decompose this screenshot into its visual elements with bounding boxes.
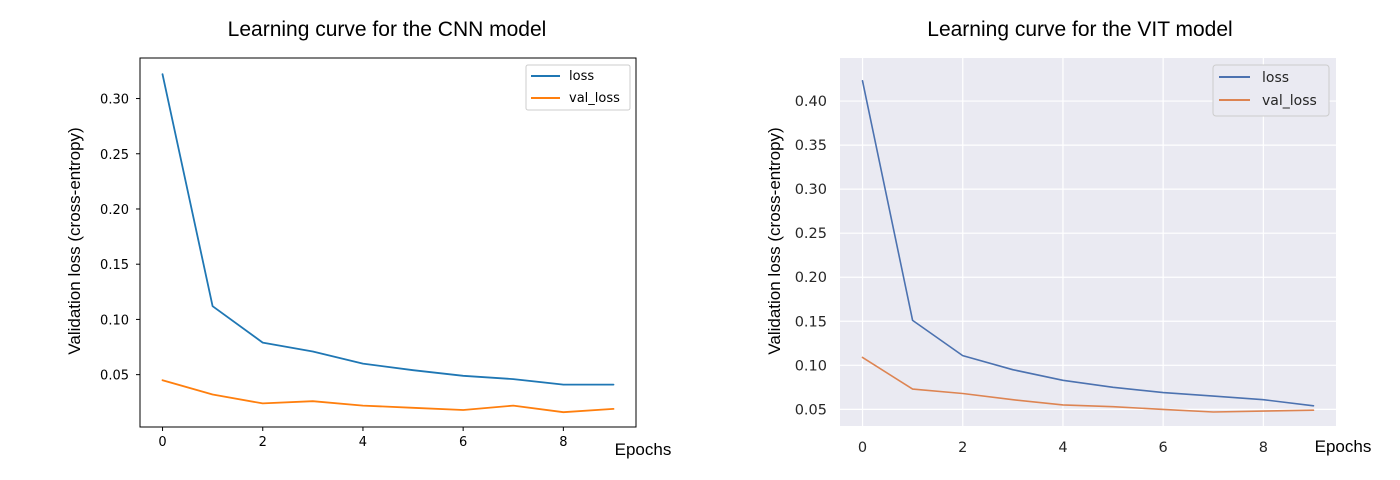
x-tick-label: 8 [559,435,567,450]
vit-chart: Learning curve for the VIT model Validat… [765,18,1371,456]
plot-background [840,58,1336,426]
x-tick-label: 6 [459,435,467,450]
x-ticks: 0 2 4 6 8 [158,427,567,450]
legend-label-val-loss: val_loss [569,91,620,106]
x-tick-label: 4 [1058,440,1067,456]
y-tick-label: 0.05 [795,402,827,418]
x-tick-label: 2 [259,435,267,450]
series-line-loss [161,73,615,386]
legend-label-loss: loss [569,69,594,84]
y-tick-label: 0.10 [100,313,129,328]
y-axis-label: Validation loss (cross-entropy) [65,127,84,354]
y-tick-label: 0.35 [795,138,827,154]
series-line-val-loss [861,356,1315,413]
x-tick-label: 6 [1159,440,1168,456]
x-ticks: 0 2 4 6 8 [858,440,1268,456]
x-tick-label: 8 [1259,440,1268,456]
legend-label-loss: loss [1262,70,1289,86]
x-tick-label: 0 [858,440,867,456]
legend: loss val_loss [1212,64,1330,117]
y-tick-label: 0.25 [795,226,827,242]
chart-title: Learning curve for the VIT model [927,18,1232,41]
y-tick-label: 0.20 [100,203,129,218]
y-ticks: 0.05 0.10 0.15 0.20 0.25 0.30 0.35 0.40 [795,94,827,418]
y-tick-label: 0.10 [795,358,827,374]
x-tick-label: 0 [158,435,166,450]
series-line-val-loss [161,379,615,414]
x-axis-label: Epochs [1315,437,1372,456]
series-layer [161,73,615,414]
y-axis-label: Validation loss (cross-entropy) [765,127,784,354]
plot-frame [139,57,637,428]
cnn-chart: Learning curve for the CNN model Validat… [65,18,671,459]
legend: loss val_loss [525,64,631,111]
chart-title: Learning curve for the CNN model [228,18,547,41]
y-tick-label: 0.30 [795,182,827,198]
legend-label-val-loss: val_loss [1262,93,1317,109]
x-tick-label: 4 [359,435,367,450]
y-tick-label: 0.20 [795,270,827,286]
y-tick-label: 0.40 [795,94,827,110]
grid [840,58,1336,426]
y-tick-label: 0.25 [100,148,129,163]
y-tick-label: 0.15 [100,258,129,273]
series-line-loss [861,80,1315,407]
x-axis-label: Epochs [615,440,672,459]
y-tick-label: 0.30 [100,93,129,108]
y-ticks: 0.05 0.10 0.15 0.20 0.25 0.30 [100,93,140,384]
x-tick-label: 2 [958,440,967,456]
series-layer [861,80,1315,413]
y-tick-label: 0.05 [100,369,129,384]
y-tick-label: 0.15 [795,314,827,330]
